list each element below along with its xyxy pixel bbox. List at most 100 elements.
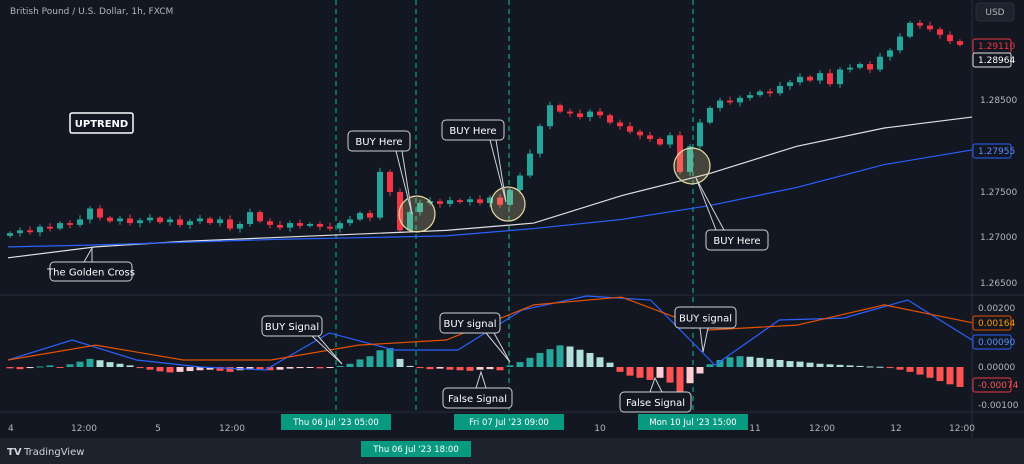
candle[interactable] [827, 69, 833, 87]
candle[interactable] [937, 26, 943, 39]
candle[interactable] [37, 224, 43, 237]
candle[interactable] [927, 21, 933, 32]
candle[interactable] [7, 231, 13, 238]
candle[interactable] [537, 123, 543, 158]
candle[interactable] [397, 188, 403, 234]
candle[interactable] [607, 113, 613, 125]
candle[interactable] [887, 47, 893, 61]
candle[interactable] [907, 21, 913, 39]
candle[interactable] [357, 211, 363, 222]
buy-signal-callout[interactable]: BUY signal [674, 306, 737, 353]
candle[interactable] [107, 215, 113, 224]
candle[interactable] [97, 204, 103, 221]
price-axis[interactable]: 1.28500 1.27500 1.27000 1.26500 0.00200 0.000… [972, 38, 1019, 411]
candle[interactable] [327, 222, 333, 231]
candle[interactable] [687, 143, 693, 176]
candle[interactable] [87, 206, 93, 224]
buy-here-callout[interactable]: BUY Here [441, 119, 507, 203]
candle[interactable] [497, 194, 503, 208]
candle[interactable] [447, 196, 453, 207]
candle[interactable] [417, 200, 423, 216]
candle[interactable] [297, 219, 303, 229]
candle[interactable] [647, 131, 653, 142]
candle[interactable] [797, 73, 803, 86]
candle[interactable] [717, 97, 723, 112]
candle[interactable] [947, 31, 953, 45]
candle[interactable] [517, 172, 523, 194]
candle[interactable] [667, 132, 673, 148]
candle[interactable] [207, 216, 213, 225]
currency-button[interactable]: USD [975, 2, 1015, 22]
candle[interactable] [377, 167, 383, 220]
candle[interactable] [407, 210, 413, 233]
candle[interactable] [597, 108, 603, 119]
candle[interactable] [577, 109, 583, 120]
candle[interactable] [567, 108, 573, 117]
candle[interactable] [787, 79, 793, 90]
candle[interactable] [307, 222, 313, 228]
candle[interactable] [877, 52, 883, 72]
candle[interactable] [527, 149, 533, 178]
symbol-title[interactable]: British Pound / U.S. Dollar, 1h, FXCM [10, 7, 173, 17]
candle[interactable] [57, 221, 63, 231]
candle[interactable] [367, 210, 373, 222]
candle[interactable] [217, 216, 223, 227]
false-signal-callout[interactable]: False Signal [442, 370, 513, 409]
candle[interactable] [857, 62, 863, 70]
candle[interactable] [487, 195, 493, 207]
buy-signal-callout[interactable]: BUY signal [439, 312, 511, 363]
candle[interactable] [617, 119, 623, 130]
candle[interactable] [17, 227, 23, 237]
candle[interactable] [77, 215, 83, 228]
candle[interactable] [247, 208, 253, 227]
candle[interactable] [747, 91, 753, 101]
candle[interactable] [237, 221, 243, 233]
candle[interactable] [637, 129, 643, 140]
time-axis[interactable]: 4 12:00 5 12:00 10 11 12:00 12 12:00 Thu 06 Jul '… [8, 414, 975, 457]
candle[interactable] [817, 70, 823, 84]
candle[interactable] [477, 195, 483, 206]
candle[interactable] [867, 61, 873, 73]
candle[interactable] [757, 89, 763, 97]
candle[interactable] [847, 64, 853, 73]
candle[interactable] [227, 215, 233, 231]
buy-here-callout[interactable]: BUY Here [695, 177, 769, 251]
candle[interactable] [187, 218, 193, 229]
candle[interactable] [117, 215, 123, 225]
candle[interactable] [257, 210, 263, 224]
candle[interactable] [807, 74, 813, 83]
uptrend-label[interactable]: UPTREND [69, 112, 134, 134]
candle[interactable] [267, 218, 273, 229]
candle[interactable] [457, 198, 463, 204]
candle[interactable] [47, 223, 53, 232]
candle[interactable] [167, 216, 173, 226]
candle[interactable] [697, 119, 703, 150]
candle[interactable] [557, 103, 563, 114]
candle[interactable] [897, 33, 903, 54]
candle[interactable] [957, 39, 963, 47]
candle[interactable] [917, 19, 923, 30]
candle[interactable] [707, 106, 713, 125]
candle[interactable] [127, 214, 133, 226]
candle[interactable] [837, 67, 843, 89]
buy-signal-callout[interactable]: BUY Signal [261, 315, 343, 365]
candle[interactable] [777, 81, 783, 96]
candle[interactable] [317, 221, 323, 231]
candle[interactable] [387, 169, 393, 197]
candle[interactable] [727, 96, 733, 105]
candle[interactable] [437, 198, 443, 208]
candle[interactable] [177, 215, 183, 228]
buy-here-callout[interactable]: BUY Here [347, 130, 413, 215]
candle[interactable] [277, 220, 283, 231]
candle[interactable] [287, 220, 293, 232]
candle[interactable] [737, 95, 743, 107]
candle[interactable] [337, 220, 343, 233]
candle[interactable] [347, 215, 353, 227]
candle[interactable] [27, 226, 33, 235]
golden-cross-callout[interactable]: The Golden Cross [46, 246, 135, 282]
candle[interactable] [467, 196, 473, 206]
candle[interactable] [627, 122, 633, 135]
candle[interactable] [587, 109, 593, 122]
candle[interactable] [767, 88, 773, 97]
